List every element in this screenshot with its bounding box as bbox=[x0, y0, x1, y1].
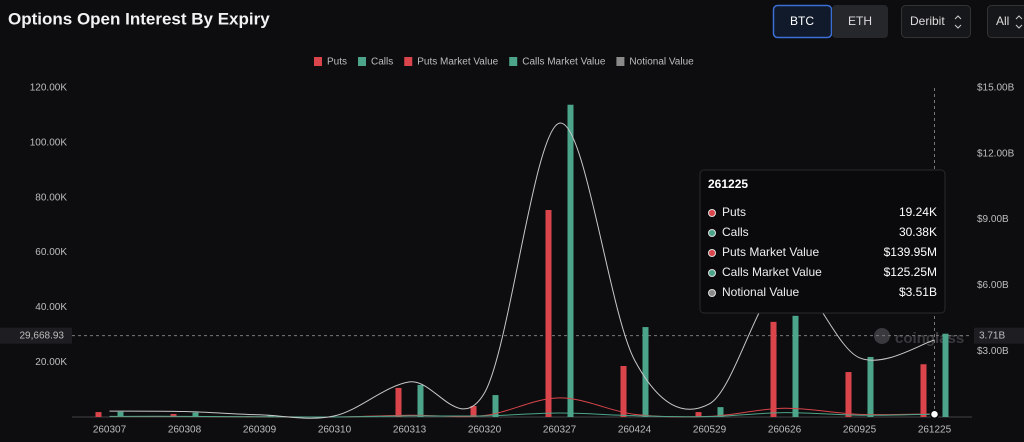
coin-button[interactable] bbox=[772, 4, 833, 39]
tooltip-label: Puts bbox=[722, 205, 746, 219]
y2-tick-label: $15.00B bbox=[977, 83, 1015, 94]
y-tick-label: 60.00K bbox=[35, 247, 67, 258]
bar bbox=[395, 387, 402, 417]
exchange-label: Deribit bbox=[910, 14, 945, 28]
tooltip-box bbox=[699, 169, 946, 314]
y2-tick-label: $12.00B bbox=[977, 148, 1015, 159]
tooltip-value: 30.38K bbox=[899, 225, 937, 239]
legend: Puts Calls Puts Market Value Calls Market V… bbox=[314, 57, 694, 68]
tooltip-title: 261225 bbox=[708, 177, 748, 191]
y2-tick-label: $9.00B bbox=[977, 214, 1009, 225]
bar bbox=[942, 333, 949, 417]
legend-swatch bbox=[404, 57, 413, 66]
x-tick-label: 260320 bbox=[468, 425, 502, 436]
bar bbox=[470, 406, 477, 417]
coin-label: BTC bbox=[790, 14, 814, 28]
legend-swatch bbox=[616, 57, 625, 66]
crosshair-label: 29,668.93 bbox=[20, 330, 65, 341]
exchange-select[interactable] bbox=[901, 5, 971, 38]
bar bbox=[845, 372, 852, 417]
tooltip-label: Notional Value bbox=[722, 285, 799, 299]
bar bbox=[770, 321, 777, 417]
chevron bbox=[1015, 15, 1023, 29]
bar bbox=[117, 411, 124, 417]
line bbox=[109, 412, 935, 418]
tooltip-value: $139.95M bbox=[884, 245, 937, 259]
tooltip-dot bbox=[708, 289, 716, 297]
bar bbox=[267, 415, 274, 417]
x-tick-label: 260308 bbox=[168, 425, 202, 436]
x-tick-label: 260307 bbox=[93, 425, 127, 436]
bar bbox=[95, 412, 102, 417]
legend-swatch bbox=[358, 57, 367, 66]
y2-tick-label: $3.00B bbox=[977, 346, 1009, 357]
legend-label: Calls bbox=[371, 57, 393, 68]
bar bbox=[695, 412, 702, 417]
x-tick-label: 261225 bbox=[918, 425, 952, 436]
tooltip-label: Calls Market Value bbox=[722, 265, 822, 279]
legend-label: Puts bbox=[327, 57, 347, 68]
bar bbox=[867, 356, 874, 417]
bar bbox=[642, 327, 649, 417]
tooltip-label: Puts Market Value bbox=[722, 245, 819, 259]
coin-button[interactable] bbox=[832, 5, 888, 38]
bar bbox=[417, 384, 424, 417]
legend-swatch bbox=[509, 57, 518, 66]
bar bbox=[792, 315, 799, 417]
y-tick-label: 40.00K bbox=[35, 302, 67, 313]
watermark: coinglass bbox=[895, 330, 964, 347]
tooltip-label: Calls bbox=[722, 225, 749, 239]
y-tick-label: 20.00K bbox=[35, 357, 67, 368]
x-tick-label: 260309 bbox=[243, 425, 277, 436]
crosshair-label: 3.71B bbox=[979, 330, 1005, 341]
x-tick-label: 260424 bbox=[618, 425, 652, 436]
legend-swatch bbox=[314, 57, 322, 66]
hover-point bbox=[929, 409, 940, 420]
bar bbox=[567, 104, 574, 417]
y2-tick-label: $6.00B bbox=[977, 280, 1009, 291]
bar bbox=[717, 407, 724, 417]
bar bbox=[492, 395, 499, 417]
bar bbox=[545, 210, 552, 417]
tooltip: 261225 Puts 19.24K Calls 30.38K Puts Market V… bbox=[699, 169, 946, 314]
x-tick-label: 260313 bbox=[393, 425, 427, 436]
tooltip-dot bbox=[708, 209, 716, 217]
bar bbox=[620, 366, 627, 417]
bar bbox=[920, 364, 927, 417]
chevron bbox=[954, 15, 962, 29]
tooltip-dot bbox=[708, 229, 716, 237]
x-tick-label: 260327 bbox=[543, 425, 577, 436]
x-tick-label: 260529 bbox=[693, 425, 727, 436]
bar bbox=[170, 413, 177, 417]
y-tick-label: 100.00K bbox=[30, 137, 68, 148]
legend-label: Notional Value bbox=[629, 57, 694, 68]
crosshair-label-box bbox=[974, 327, 1024, 344]
tooltip-value: $125.25M bbox=[884, 265, 937, 279]
tooltip-dot bbox=[708, 249, 716, 257]
y-tick-label: 120.00K bbox=[30, 83, 68, 94]
y-tick-label: 80.00K bbox=[35, 192, 67, 203]
range-label: All bbox=[996, 14, 1009, 28]
x-tick-label: 260626 bbox=[768, 425, 802, 436]
legend-label: Puts Market Value bbox=[417, 57, 498, 68]
x-tick-label: 260925 bbox=[843, 425, 877, 436]
tooltip-dot bbox=[708, 269, 716, 277]
legend-label: Calls Market Value bbox=[522, 57, 606, 68]
tooltip-value: $3.51B bbox=[899, 285, 937, 299]
x-tick-label: 260310 bbox=[318, 425, 352, 436]
crosshair-label-box bbox=[0, 327, 72, 344]
coin-label: ETH bbox=[848, 14, 872, 28]
page-title: Options Open Interest By Expiry bbox=[8, 9, 270, 28]
bar bbox=[192, 412, 199, 417]
tooltip-value: 19.24K bbox=[899, 205, 937, 219]
range-select[interactable] bbox=[987, 5, 1024, 38]
